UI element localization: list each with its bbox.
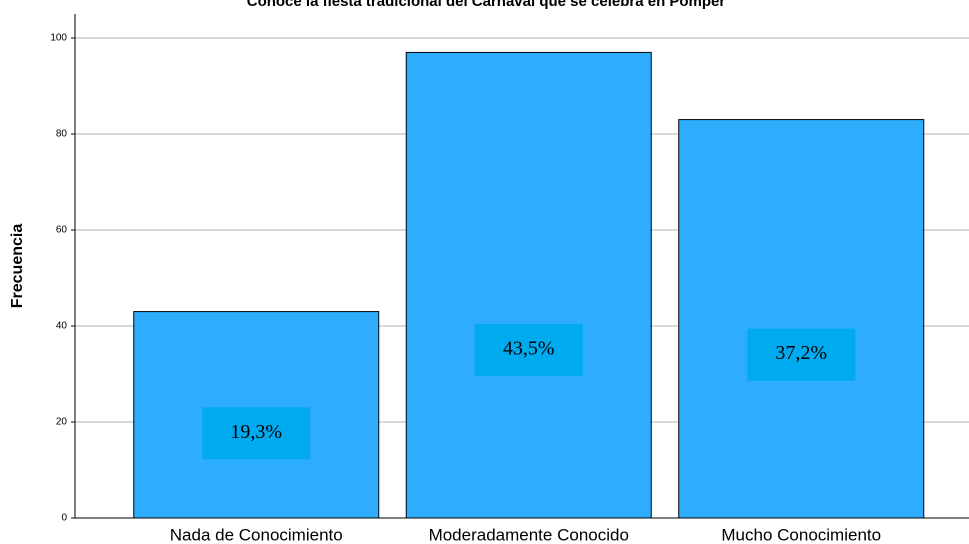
data-label-box (474, 324, 583, 376)
y-axis-label: Frecuencia (9, 224, 26, 309)
data-label: 19,3% (230, 421, 282, 443)
y-tick-label: 0 (61, 513, 67, 524)
x-tick-label: Moderadamente Conocido (429, 525, 629, 544)
data-label-box (747, 328, 856, 381)
y-tick-label: 60 (56, 225, 68, 236)
x-tick-label: Mucho Conocimiento (721, 525, 881, 544)
y-tick-label: 20 (56, 417, 68, 428)
chart-title: Conoce la fiesta tradicional del Carnava… (247, 0, 726, 10)
bar (678, 119, 925, 519)
y-tick-label: 40 (56, 321, 68, 332)
data-label-box (202, 407, 311, 460)
data-label: 43,5% (503, 338, 555, 360)
bar (405, 51, 652, 519)
data-label: 37,2% (775, 342, 827, 364)
y-tick-label: 80 (56, 129, 68, 140)
x-tick-label: Nada de Conocimiento (170, 525, 343, 544)
y-tick-label: 100 (50, 33, 67, 44)
